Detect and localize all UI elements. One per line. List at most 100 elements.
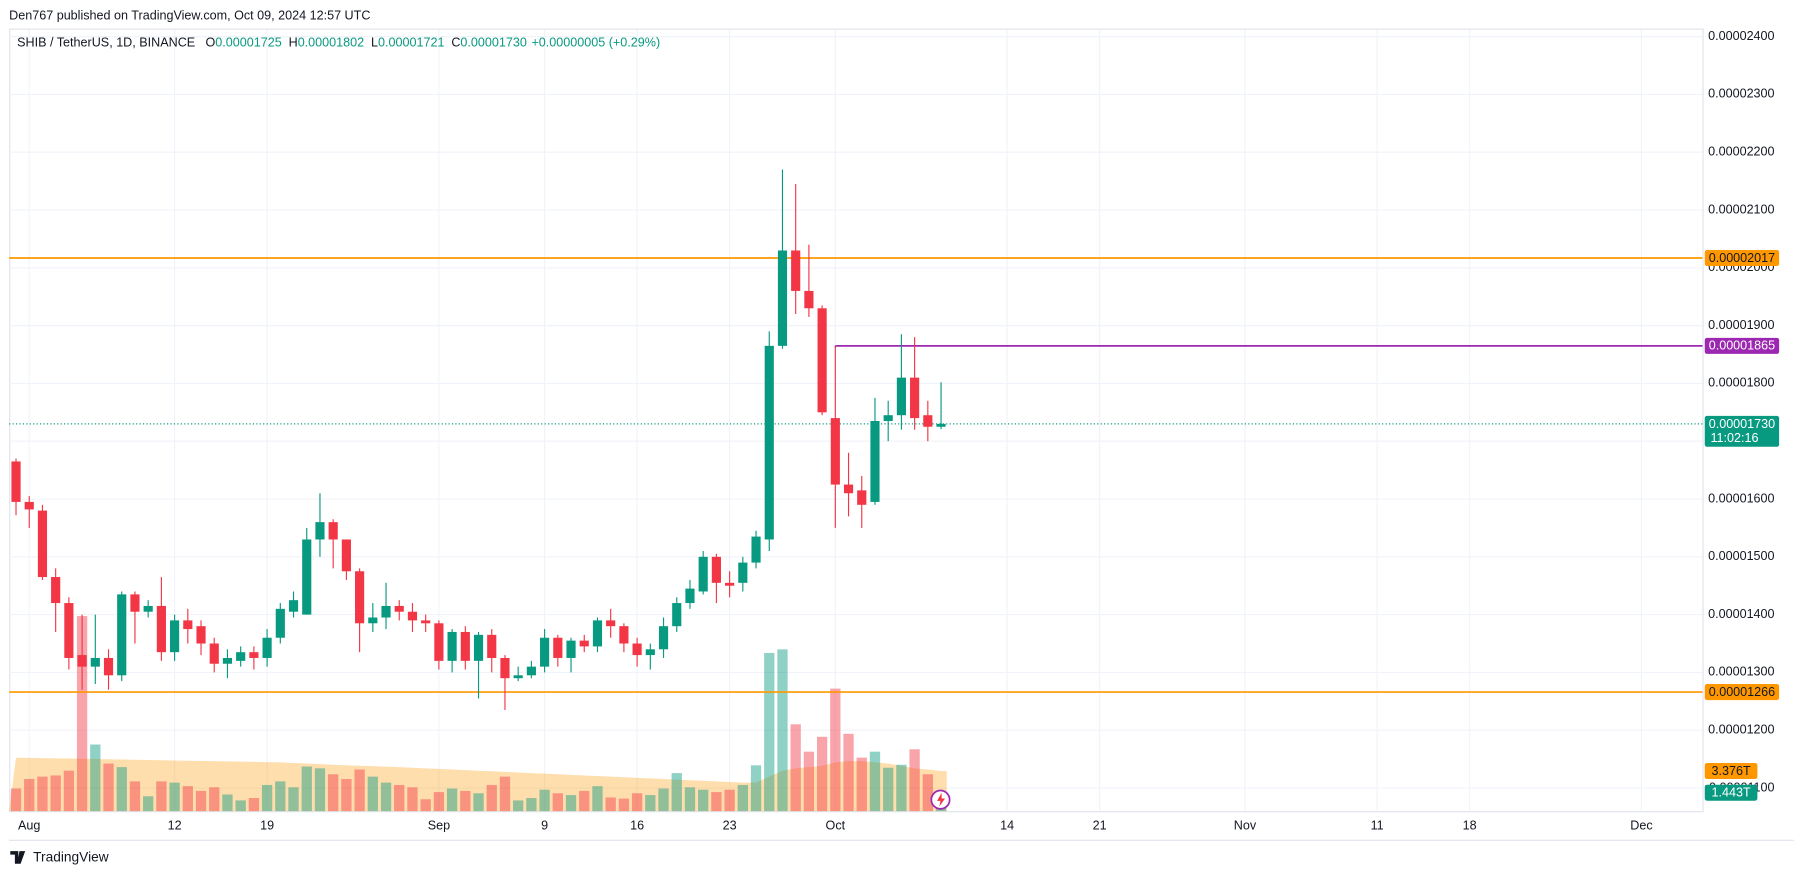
legend-change: +0.00000005 (+0.29%) [531,36,660,50]
candle-body [447,631,457,661]
candle-body [513,675,523,679]
candle-body [830,418,840,485]
y-tick-label: 0.00002200 [1708,145,1774,159]
legend-key: L [371,36,378,50]
volume-bar [764,652,775,812]
candle-body [487,634,497,658]
replay-icon[interactable] [930,789,951,810]
candle-body [368,617,378,624]
candle-body [883,415,893,421]
candle-body [262,637,272,658]
candle-body [394,605,404,612]
x-tick-label: 23 [723,818,737,832]
volume-bar [103,763,114,812]
candle-body [725,582,735,586]
legend: SHIB / TetherUS, 1D, BINANCE O0.00001725 H… [17,36,660,50]
candle-body [540,637,550,667]
volume-bar [922,774,933,812]
candle-body [381,605,391,618]
candle-body [619,626,629,644]
legend-value: 0.00001730 [460,36,526,50]
volume-ma-label: 3.376T [1711,764,1750,778]
legend-value: 0.00001725 [215,36,281,50]
volume-bar [737,784,748,812]
x-tick-label: 9 [541,818,548,832]
y-tick-label: 0.00001600 [1708,491,1774,505]
candle-body [288,600,299,612]
volume-ma-area [9,757,947,812]
volume-bar [869,751,881,812]
volume-bar [182,786,193,812]
x-tick-label: Dec [1630,818,1652,832]
volume-bar [830,688,841,812]
x-tick-label: 21 [1093,818,1107,832]
candle-body [738,562,748,583]
candle-body [711,556,721,583]
volume-bar [539,789,550,812]
candle-body [103,657,114,676]
volume-bar [803,751,815,812]
volume-bar [513,800,524,812]
candle-body [355,571,365,624]
candle-body [421,620,431,624]
candle-body [592,620,603,647]
candle-body [183,620,193,630]
volume-bar [883,767,894,812]
candle-body [923,415,933,427]
volume-bar [50,775,61,812]
last-price-label: 0.00001730 [1709,417,1775,431]
candle-body [170,620,180,653]
candle-body [817,308,827,413]
candle-body [64,603,74,658]
candle-body [936,423,946,427]
level-label: 0.00001865 [1709,339,1775,353]
candle-body [143,605,153,612]
volume-bar [843,733,854,812]
candle-body [645,649,655,656]
volume-bar [631,793,643,812]
published-note: Den767 published on TradingView.com, Oct… [9,8,370,22]
volume-bar [645,795,656,812]
candle-body [870,420,880,502]
volume-bar [328,774,339,812]
volume-bar [592,786,603,812]
candle-body [51,577,61,604]
candle-body [11,461,21,502]
level-label: 0.00002017 [1709,251,1775,265]
candle-body [473,634,484,661]
volume-bar [367,776,378,812]
y-tick-label: 0.00001300 [1708,665,1774,679]
y-tick-label: 0.00001200 [1708,723,1774,737]
volume-bar [579,790,590,812]
candle-body [90,657,100,667]
candle-body [896,377,906,416]
x-tick-label: 16 [630,818,644,832]
volume-bar [486,784,497,812]
candle-body [843,484,854,494]
candle-body [249,652,259,658]
volume-bar [605,797,616,812]
candle-body [236,652,246,661]
candle-body [130,594,140,612]
last-price-box [1704,415,1780,447]
candle-body [526,666,536,676]
volume-bar [526,798,537,812]
candle-body [672,603,682,627]
candle-body [77,655,87,667]
pane-border [9,28,1704,813]
volume-bar [209,787,220,812]
candle-body [500,657,510,679]
candle-body [632,643,642,656]
volume-bar [37,776,48,812]
y-tick-label: 0.00001400 [1708,607,1774,621]
volume-bar [63,770,75,812]
level-label-box [1704,684,1780,701]
brand: TradingView [33,850,109,865]
volume-bar [552,793,563,812]
candle-body [579,640,589,647]
volume-bar [684,787,696,812]
candle-body [698,556,708,592]
candle-body [209,643,219,664]
candle-body [24,501,34,510]
